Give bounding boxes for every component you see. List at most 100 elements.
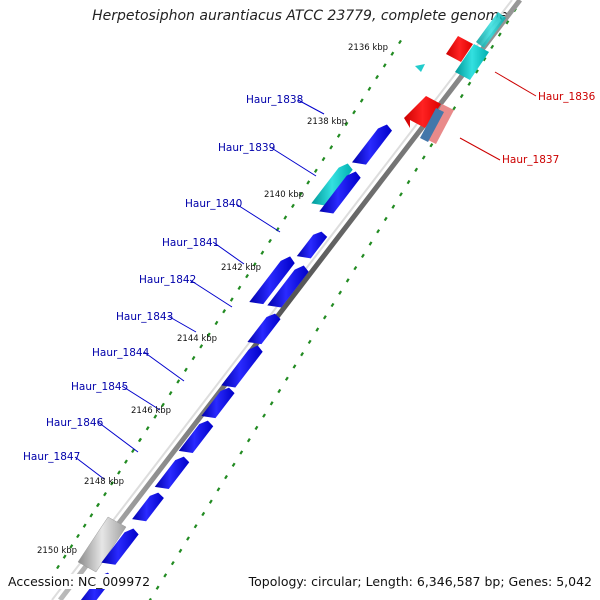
tick-dot (382, 63, 387, 68)
tick-dot (153, 414, 158, 419)
reverse-gene-arrow (446, 36, 473, 62)
tick-dot (452, 106, 457, 111)
forward-gene-arrow[interactable] (249, 256, 295, 305)
tick-dot (269, 401, 274, 406)
forward-gene-arrow[interactable] (267, 265, 309, 308)
forward-gene-arrow[interactable] (296, 231, 328, 259)
tick-dot (193, 524, 198, 529)
tick-dot (208, 499, 213, 504)
forward-gene-arrow[interactable] (247, 313, 281, 345)
tick-dot (229, 297, 234, 302)
tick-dot (421, 155, 426, 160)
tick-dot (459, 93, 464, 99)
tick-labels: 2136 kbp 2138 kbp 2140 kbp 2142 kbp 2144… (37, 43, 388, 556)
tick-dot (490, 44, 495, 50)
tick-dot (307, 339, 312, 345)
tick-dot (360, 253, 365, 259)
tick-dot (56, 564, 60, 570)
tick-dot (283, 215, 288, 220)
tick-dot (467, 81, 472, 86)
tick-dot (178, 548, 183, 554)
forward-gene-arrow[interactable] (352, 124, 392, 165)
tick-dot (145, 426, 150, 431)
tick-dot (321, 156, 326, 162)
leader-line (235, 203, 281, 233)
tick-dot (69, 544, 74, 549)
forward-gene-arrow[interactable] (201, 387, 235, 419)
small-cyan-marker (415, 64, 425, 72)
tick-dot (199, 344, 204, 349)
gene-label-haur-1839[interactable]: Haur_1839 (218, 142, 275, 154)
tick-dot (96, 502, 100, 508)
tick-dot (367, 86, 372, 92)
forward-gene-arrow[interactable] (132, 492, 164, 522)
tick-dot (246, 438, 251, 443)
label-leader-lines (74, 71, 537, 480)
gene-label-haur-1837[interactable]: Haur_1837 (502, 154, 559, 166)
forward-gene-arrow[interactable] (311, 163, 353, 206)
gray-gene-arrow (77, 516, 127, 573)
tick-dot (291, 203, 295, 209)
tick-dot (268, 238, 272, 244)
reverse-gene-arrow (404, 96, 441, 128)
tick-dot (186, 536, 190, 541)
leader-line (212, 241, 245, 265)
tick-dot (429, 143, 434, 148)
tick-dot (191, 355, 196, 361)
tick-dot (352, 110, 357, 115)
tick-label: 2148 kbp (84, 477, 124, 487)
tick-dot (277, 388, 282, 394)
tick-dot (300, 351, 305, 357)
gene-label-haur-1847[interactable]: Haur_1847 (23, 451, 80, 463)
tick-dot (131, 448, 135, 454)
gene-label-haur-1844[interactable]: Haur_1844 (92, 347, 150, 359)
forward-gene-arrow[interactable] (154, 456, 190, 490)
tick-dot (344, 121, 349, 127)
gene-label-haur-1843[interactable]: Haur_1843 (116, 311, 173, 323)
tick-dot (161, 402, 165, 408)
tick-label: 2150 kbp (37, 546, 77, 556)
reverse-gene-arrows (404, 12, 506, 144)
tick-dot (239, 450, 244, 455)
tick-dot (176, 379, 181, 384)
tick-dot (183, 367, 188, 372)
tick-dot (224, 474, 228, 480)
tick-dot (292, 364, 297, 369)
tick-label: 2136 kbp (348, 43, 388, 53)
tick-label: 2144 kbp (177, 334, 217, 344)
tick-dot (231, 462, 236, 467)
gene-label-haur-1846[interactable]: Haur_1846 (46, 417, 104, 429)
accession-label: Accession: NC_009972 (8, 574, 151, 589)
gene-label-haur-1841[interactable]: Haur_1841 (162, 237, 219, 249)
tick-dot (170, 560, 175, 566)
tick-dot (383, 216, 388, 222)
tick-dot (376, 229, 381, 234)
forward-gene-arrow[interactable] (178, 420, 214, 454)
tick-label: 2140 kbp (264, 190, 304, 200)
tick-dot (406, 179, 411, 185)
forward-gene-arrow[interactable] (101, 528, 139, 565)
forward-gene-arrow[interactable] (221, 345, 263, 388)
gene-label-haur-1838[interactable]: Haur_1838 (246, 94, 303, 106)
tick-dot (414, 167, 419, 172)
tick-dot (298, 191, 303, 197)
tick-dot (254, 425, 259, 431)
tick-dot (237, 285, 242, 291)
gene-label-haur-1840[interactable]: Haur_1840 (185, 198, 242, 210)
leader-line (97, 421, 139, 453)
gene-label-haur-1836[interactable]: Haur_1836 (538, 91, 596, 103)
tick-dot (359, 98, 364, 103)
tick-dot (62, 554, 67, 559)
tick-dot (391, 204, 396, 209)
forward-gene-labels: Haur_1838 Haur_1839 Haur_1840 Haur_1841 … (23, 94, 303, 463)
tick-dot (475, 69, 479, 74)
leader-line (74, 456, 105, 480)
forward-gene-arrow[interactable] (319, 171, 361, 214)
tick-dot (155, 585, 160, 590)
gene-label-haur-1845[interactable]: Haur_1845 (71, 381, 128, 393)
tick-dot (163, 573, 168, 578)
tick-dot (390, 51, 395, 56)
tick-dot (201, 511, 206, 517)
tick-dot (216, 487, 221, 492)
gene-label-haur-1842[interactable]: Haur_1842 (139, 274, 196, 286)
